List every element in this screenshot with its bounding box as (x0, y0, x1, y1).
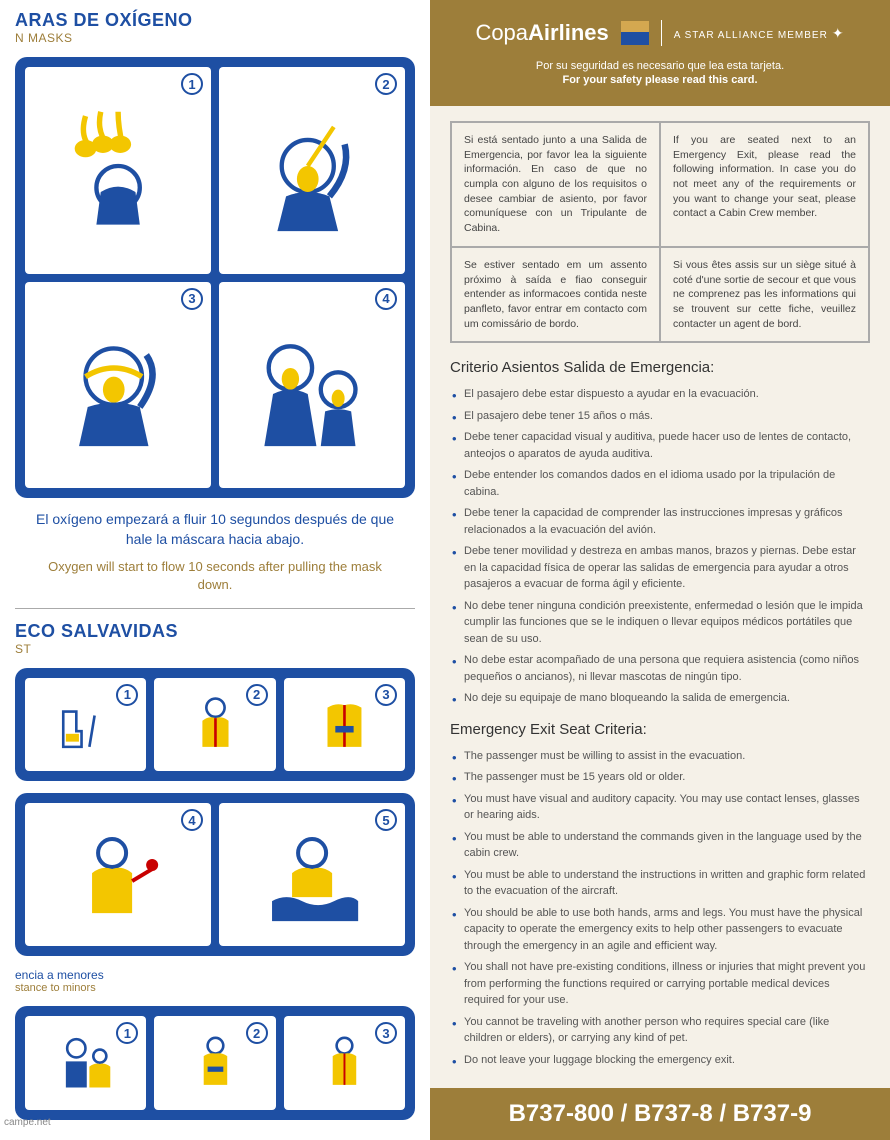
mask-child-icon (247, 313, 377, 458)
step-number: 4 (375, 288, 397, 310)
criteria-item: No debe tener ninguna condición preexist… (450, 598, 870, 648)
vest-water-icon (247, 825, 377, 925)
criteria-item: Debe tener capacidad visual y auditiva, … (450, 429, 870, 462)
divider-bar (661, 20, 662, 46)
oxygen-caption-es: El oxígeno empezará a fluir 10 segundos … (35, 510, 395, 549)
step-number: 1 (116, 684, 138, 706)
criteria-item: Debe tener la capacidad de comprender la… (450, 505, 870, 538)
language-grid: Si está sentado junto a una Salida de Em… (450, 121, 870, 343)
header: CopaAirlines A STAR ALLIANCE MEMBER✦ Por… (430, 0, 890, 106)
criteria-item: The passenger must be willing to assist … (450, 748, 870, 765)
step-number: 5 (375, 809, 397, 831)
criteria-item: Debe entender los comandos dados en el i… (450, 467, 870, 500)
criteria-item: You must have visual and auditory capaci… (450, 791, 870, 824)
minor-en: stance to minors (15, 982, 415, 994)
lang-fr: Si vous êtes assis sur un siège situé à … (660, 247, 869, 342)
vest-step: 1 (25, 678, 146, 771)
criteria-en-title: Emergency Exit Seat Criteria: (450, 721, 870, 738)
lang-pt: Se estiver sentado em um assento próximo… (451, 247, 660, 342)
star-icon: ✦ (832, 25, 845, 41)
vest-step: 3 (284, 678, 405, 771)
criteria-item: The passenger must be 15 years old or ol… (450, 769, 870, 786)
oxygen-title-en: N MASKS (15, 31, 415, 45)
vest-wear-icon (173, 692, 258, 757)
step-number: 3 (375, 1022, 397, 1044)
vest-minor-step: 1 (25, 1016, 146, 1109)
lifevest-title-es: ECO SALVAVIDAS (15, 621, 415, 642)
logo-row: CopaAirlines A STAR ALLIANCE MEMBER✦ (445, 20, 875, 46)
left-panel: ARAS DE OXÍGENO N MASKS 1 2 3 4 El oxíge… (0, 0, 430, 1132)
oxygen-caption-en: Oxygen will start to flow 10 seconds aft… (35, 558, 395, 594)
criteria-item: You must be able to understand the comma… (450, 829, 870, 862)
criteria-item: Do not leave your luggage blocking the e… (450, 1052, 870, 1069)
mask-drop-icon (53, 98, 183, 243)
lifevest-section: ECO SALVAVIDAS ST 1 2 3 4 5 encia a meno… (15, 621, 415, 1120)
watermark: campe.net (4, 1117, 51, 1128)
mask-strap-icon (53, 313, 183, 458)
criteria-item: You cannot be traveling with another per… (450, 1014, 870, 1047)
vest-inflate-icon (53, 825, 183, 925)
child-ready-icon (302, 1030, 387, 1095)
oxygen-step: 4 (219, 282, 405, 489)
step-number: 2 (375, 73, 397, 95)
child-vest-icon (43, 1030, 128, 1095)
criteria-item: You must be able to understand the instr… (450, 867, 870, 900)
right-panel: CopaAirlines A STAR ALLIANCE MEMBER✦ Por… (430, 0, 890, 1132)
safety-msg-en: For your safety please read this card. (445, 74, 875, 86)
criteria-item: You shall not have pre-existing conditio… (450, 959, 870, 1009)
vest-minor-step: 3 (284, 1016, 405, 1109)
divider (15, 608, 415, 609)
aircraft-models: B737-800 / B737-8 / B737-9 (430, 1088, 890, 1140)
step-number: 4 (181, 809, 203, 831)
vest-step: 2 (154, 678, 275, 771)
criteria-item: El pasajero debe tener 15 años o más. (450, 408, 870, 425)
step-number: 2 (246, 684, 268, 706)
step-number: 1 (181, 73, 203, 95)
lifevest-illus-row1: 1 2 3 (15, 668, 415, 781)
criteria-item: No deje su equipaje de mano bloqueando l… (450, 690, 870, 707)
oxygen-step: 2 (219, 67, 405, 274)
step-number: 3 (181, 288, 203, 310)
lifevest-title-en: ST (15, 642, 415, 656)
child-buckle-icon (173, 1030, 258, 1095)
alliance-tagline: A STAR ALLIANCE MEMBER✦ (674, 25, 845, 42)
vest-buckle-icon (302, 692, 387, 757)
criteria-item: El pasajero debe estar dispuesto a ayuda… (450, 386, 870, 403)
vest-minor-step: 2 (154, 1016, 275, 1109)
oxygen-section: ARAS DE OXÍGENO N MASKS 1 2 3 4 El oxíge… (15, 10, 415, 594)
step-number: 2 (246, 1022, 268, 1044)
lang-en: If you are seated next to an Emergency E… (660, 122, 869, 247)
logo-text: CopaAirlines (475, 20, 608, 46)
vest-step: 5 (219, 803, 405, 946)
criteria-en-list: The passenger must be willing to assist … (450, 748, 870, 1069)
criteria-item: You should be able to use both hands, ar… (450, 905, 870, 955)
lang-es: Si está sentado junto a una Salida de Em… (451, 122, 660, 247)
seat-vest-icon (43, 692, 128, 757)
lifevest-illus-row2: 4 5 (15, 793, 415, 956)
step-number: 3 (375, 684, 397, 706)
criteria-es-list: El pasajero debe estar dispuesto a ayuda… (450, 386, 870, 707)
oxygen-step: 1 (25, 67, 211, 274)
oxygen-step: 3 (25, 282, 211, 489)
lifevest-illus-row3: 1 2 3 (15, 1006, 415, 1119)
mask-pull-icon (247, 98, 377, 243)
logo-icon (621, 21, 649, 45)
oxygen-title-es: ARAS DE OXÍGENO (15, 10, 415, 31)
criteria-item: No debe estar acompañado de una persona … (450, 652, 870, 685)
step-number: 1 (116, 1022, 138, 1044)
oxygen-illustrations: 1 2 3 4 (15, 57, 415, 498)
minor-es: encia a menores (15, 968, 415, 982)
right-body: Si está sentado junto a una Salida de Em… (430, 106, 890, 1088)
safety-msg-es: Por su seguridad es necesario que lea es… (445, 60, 875, 72)
vest-step: 4 (25, 803, 211, 946)
criteria-es-title: Criterio Asientos Salida de Emergencia: (450, 359, 870, 376)
criteria-item: Debe tener movilidad y destreza en ambas… (450, 543, 870, 593)
